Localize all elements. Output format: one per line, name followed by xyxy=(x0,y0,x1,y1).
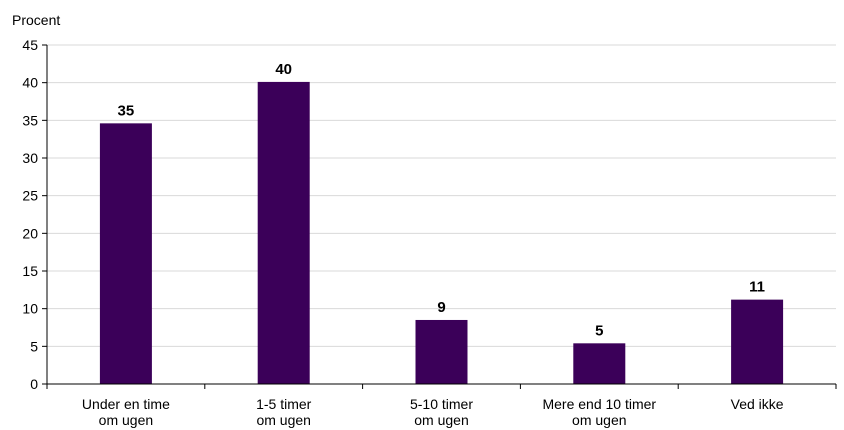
bar xyxy=(573,343,626,384)
y-tick-label: 0 xyxy=(30,376,38,392)
bar xyxy=(257,81,310,384)
data-label: 35 xyxy=(118,102,135,119)
x-tick-label: 5-10 timer om ugen xyxy=(410,396,473,428)
y-tick-label: 40 xyxy=(22,75,38,91)
y-tick-label: 15 xyxy=(22,263,38,279)
data-label: 5 xyxy=(595,322,603,339)
bar xyxy=(99,123,152,384)
data-label: 11 xyxy=(749,279,765,296)
y-axis-label: Procent xyxy=(12,12,60,28)
y-ticks: 0 5 10 15 20 25 30 35 40 45 xyxy=(22,37,47,392)
x-tick-label: 1-5 timer om ugen xyxy=(256,396,312,428)
y-tick-label: 45 xyxy=(22,37,38,53)
gridlines xyxy=(47,44,836,347)
y-tick-label: 30 xyxy=(22,150,38,166)
x-tick-label-line: om ugen xyxy=(256,412,310,428)
x-tick-label-line: Mere end 10 timer xyxy=(542,396,656,412)
y-tick-label: 35 xyxy=(22,112,38,128)
x-tick-label-line: 1-5 timer xyxy=(256,396,312,412)
x-tick-label-line: om ugen xyxy=(572,412,626,428)
y-tick-label: 25 xyxy=(22,188,38,204)
x-tick-label-line: 5-10 timer xyxy=(410,396,473,412)
y-tick-label: 10 xyxy=(22,301,38,317)
x-tick-label-line: om ugen xyxy=(414,412,468,428)
axes xyxy=(46,45,836,385)
x-tick-label: Under en time om ugen xyxy=(82,396,170,428)
data-label: 40 xyxy=(275,61,292,78)
x-tick-label-line: Under en time xyxy=(82,396,170,412)
x-tick-label: Mere end 10 timer om ugen xyxy=(542,396,656,428)
bar xyxy=(731,299,784,384)
x-tick-label: Ved ikke xyxy=(731,396,784,412)
y-tick-label: 5 xyxy=(30,338,38,354)
x-tick-label-line: om ugen xyxy=(99,412,153,428)
bar xyxy=(415,319,468,384)
y-tick-label: 20 xyxy=(22,225,38,241)
bars xyxy=(99,81,784,384)
data-label: 9 xyxy=(437,299,445,316)
x-tick-label-line: Ved ikke xyxy=(731,396,784,412)
data-labels: 35 40 9 5 11 xyxy=(118,61,765,339)
